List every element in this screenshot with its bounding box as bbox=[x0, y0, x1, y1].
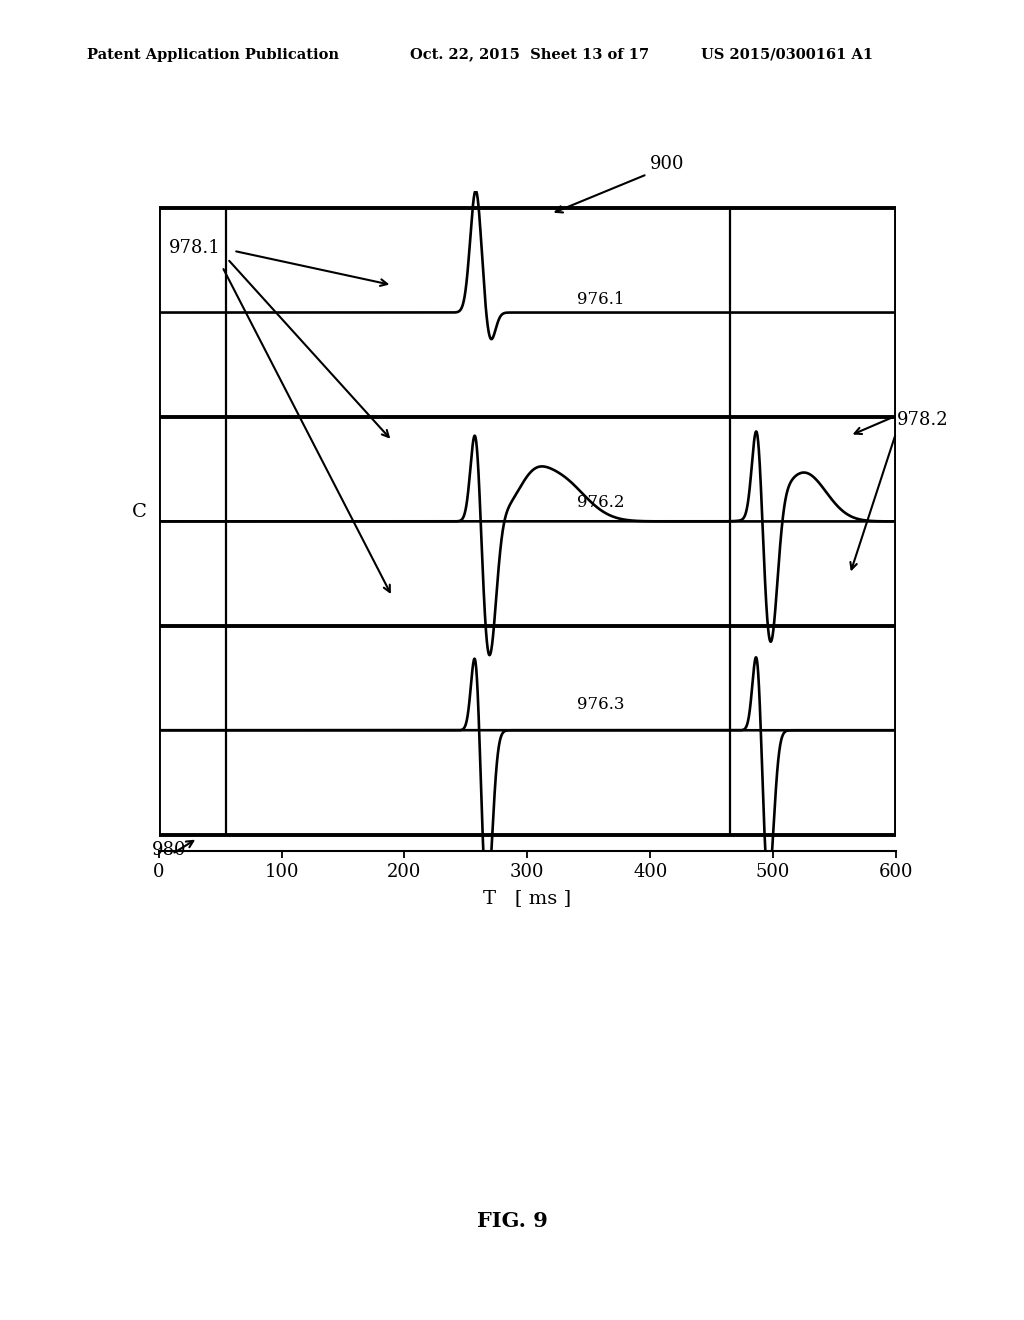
Text: US 2015/0300161 A1: US 2015/0300161 A1 bbox=[701, 48, 873, 62]
Text: 976.3: 976.3 bbox=[577, 697, 624, 713]
Text: 900: 900 bbox=[650, 154, 685, 173]
X-axis label: T   [ ms ]: T [ ms ] bbox=[483, 890, 571, 908]
Text: 978.2: 978.2 bbox=[897, 411, 948, 429]
Text: Oct. 22, 2015  Sheet 13 of 17: Oct. 22, 2015 Sheet 13 of 17 bbox=[410, 48, 649, 62]
Text: 976.1: 976.1 bbox=[577, 292, 624, 308]
Text: 976.2: 976.2 bbox=[577, 494, 624, 511]
Y-axis label: C: C bbox=[132, 503, 146, 521]
Text: 980: 980 bbox=[152, 841, 186, 859]
Text: 978.1: 978.1 bbox=[169, 239, 221, 257]
Text: Patent Application Publication: Patent Application Publication bbox=[87, 48, 339, 62]
Text: FIG. 9: FIG. 9 bbox=[476, 1210, 548, 1232]
